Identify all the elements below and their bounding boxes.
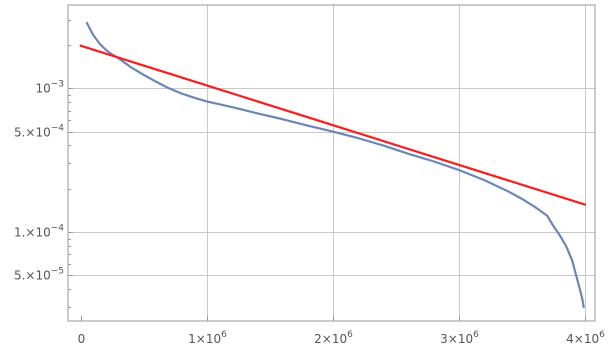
x-tick-label: 1×106 (188, 330, 227, 346)
grid-layer (68, 5, 595, 321)
x-tick-label: 0 (78, 332, 86, 346)
tick-label-layer: 0 1×106 2×106 3×106 4×106 5.×10−5 1.×10−4 5.×10… (14, 80, 605, 347)
y-tick-label: 1.×10−4 (14, 224, 64, 240)
x-tick-label: 4×106 (566, 330, 605, 346)
plot-frame (67, 4, 596, 322)
series-line-1 (85, 21, 585, 309)
tick-layer (68, 20, 586, 321)
y-tick-label: 5.×10−4 (14, 124, 64, 140)
x-tick-label: 2×106 (314, 330, 353, 346)
x-tick-label: 3×106 (440, 330, 479, 346)
y-tick-label: 10−3 (35, 80, 64, 96)
y-tick-label: 5.×10−5 (14, 267, 64, 283)
series-line-2 (79, 44, 587, 206)
series-layer (79, 21, 587, 309)
